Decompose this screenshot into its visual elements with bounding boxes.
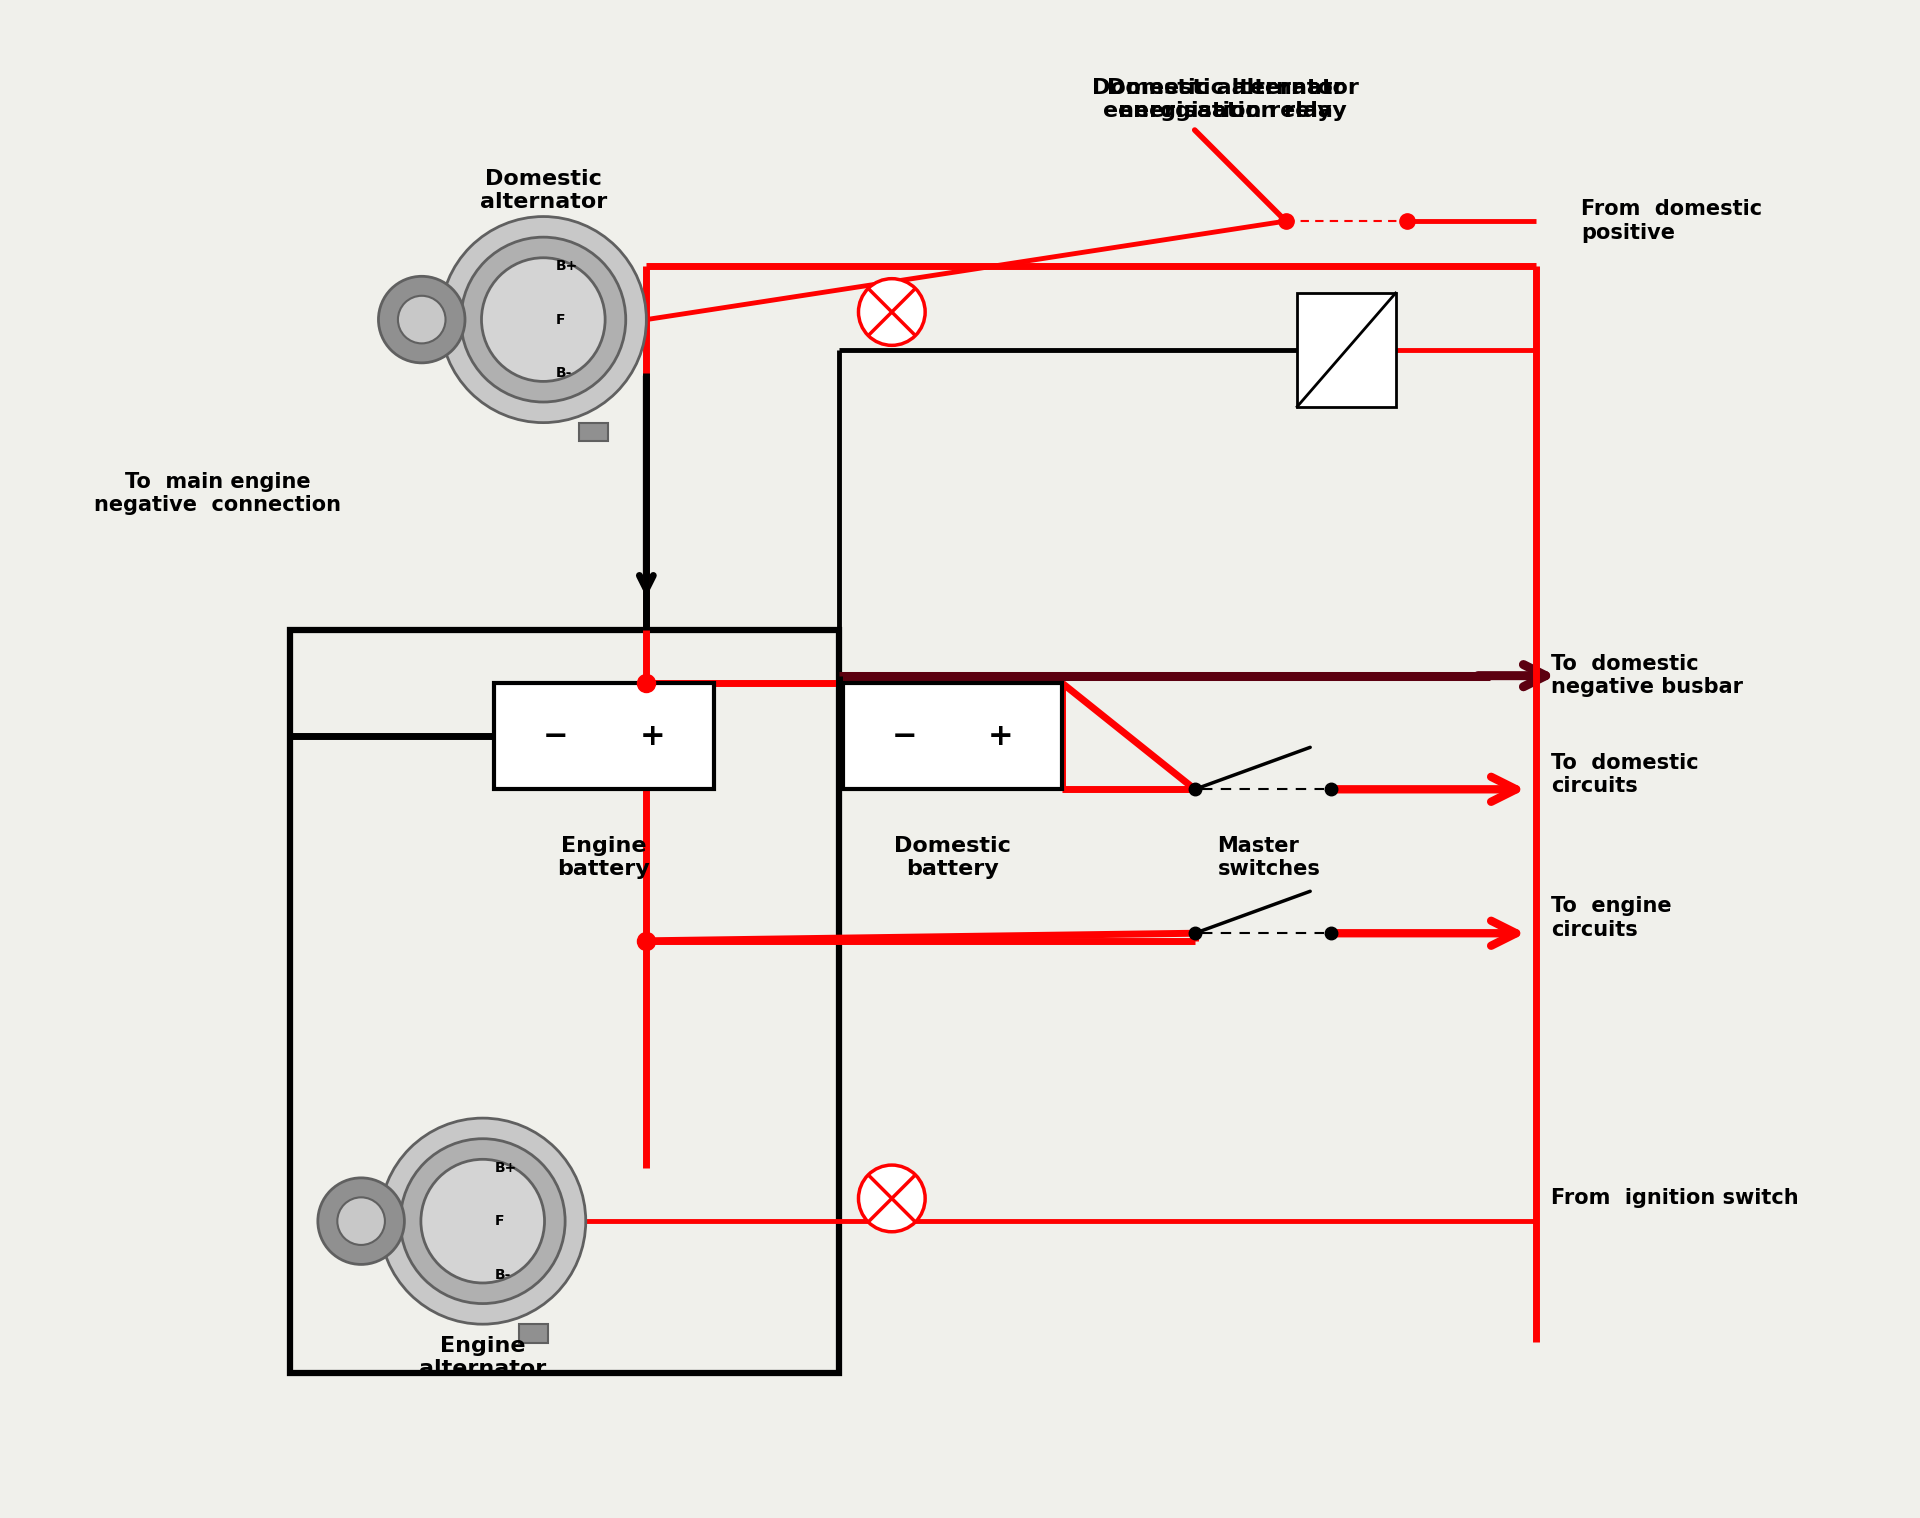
Circle shape xyxy=(461,237,626,402)
Bar xyxy=(518,1324,547,1343)
Text: To  engine
circuits: To engine circuits xyxy=(1551,897,1672,940)
Bar xyxy=(580,422,609,442)
Circle shape xyxy=(858,1166,925,1231)
Text: B-: B- xyxy=(495,1268,511,1281)
Circle shape xyxy=(338,1198,384,1245)
Text: +: + xyxy=(989,721,1014,751)
Circle shape xyxy=(397,296,445,343)
Bar xyxy=(290,630,839,1372)
Circle shape xyxy=(440,217,647,422)
Bar xyxy=(843,683,1062,789)
Text: Domestic alternator
energisation relay: Domestic alternator energisation relay xyxy=(1106,79,1359,121)
Text: Domestic alternator
energisation relay: Domestic alternator energisation relay xyxy=(1092,79,1344,121)
Text: Domestic
battery: Domestic battery xyxy=(895,836,1010,879)
Text: −: − xyxy=(543,721,568,751)
Text: Engine
alternator: Engine alternator xyxy=(419,1336,547,1380)
Circle shape xyxy=(378,276,465,363)
Circle shape xyxy=(399,1138,564,1304)
Text: −: − xyxy=(891,721,918,751)
Text: From  domestic
positive: From domestic positive xyxy=(1582,199,1763,243)
Text: To  main engine
negative  connection: To main engine negative connection xyxy=(94,472,342,516)
Circle shape xyxy=(858,279,925,345)
Text: F: F xyxy=(555,313,564,326)
Circle shape xyxy=(482,258,605,381)
Circle shape xyxy=(380,1119,586,1324)
Bar xyxy=(493,683,714,789)
Text: Master
switches: Master switches xyxy=(1217,836,1321,879)
Text: Domestic
alternator: Domestic alternator xyxy=(480,168,607,213)
Text: B+: B+ xyxy=(495,1161,516,1175)
Text: To  domestic
negative busbar: To domestic negative busbar xyxy=(1551,654,1743,697)
Text: Engine
battery: Engine battery xyxy=(557,836,651,879)
Text: From  ignition switch: From ignition switch xyxy=(1551,1189,1799,1208)
Text: To  domestic
circuits: To domestic circuits xyxy=(1551,753,1699,795)
Bar xyxy=(1298,293,1396,407)
Text: B+: B+ xyxy=(555,260,578,273)
Text: F: F xyxy=(495,1214,505,1228)
Circle shape xyxy=(420,1160,545,1283)
Text: B-: B- xyxy=(555,366,572,380)
Circle shape xyxy=(319,1178,405,1264)
Text: +: + xyxy=(639,721,664,751)
